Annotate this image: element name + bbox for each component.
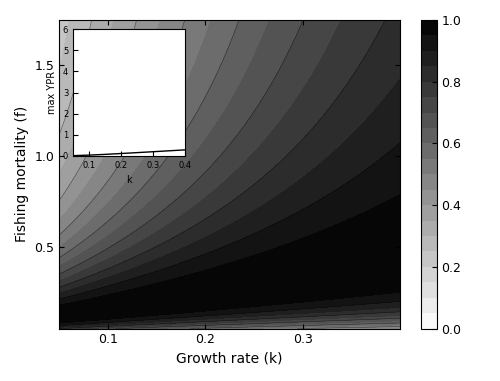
Y-axis label: Fishing mortality (f): Fishing mortality (f) bbox=[15, 106, 29, 242]
X-axis label: Growth rate (k): Growth rate (k) bbox=[176, 352, 283, 366]
